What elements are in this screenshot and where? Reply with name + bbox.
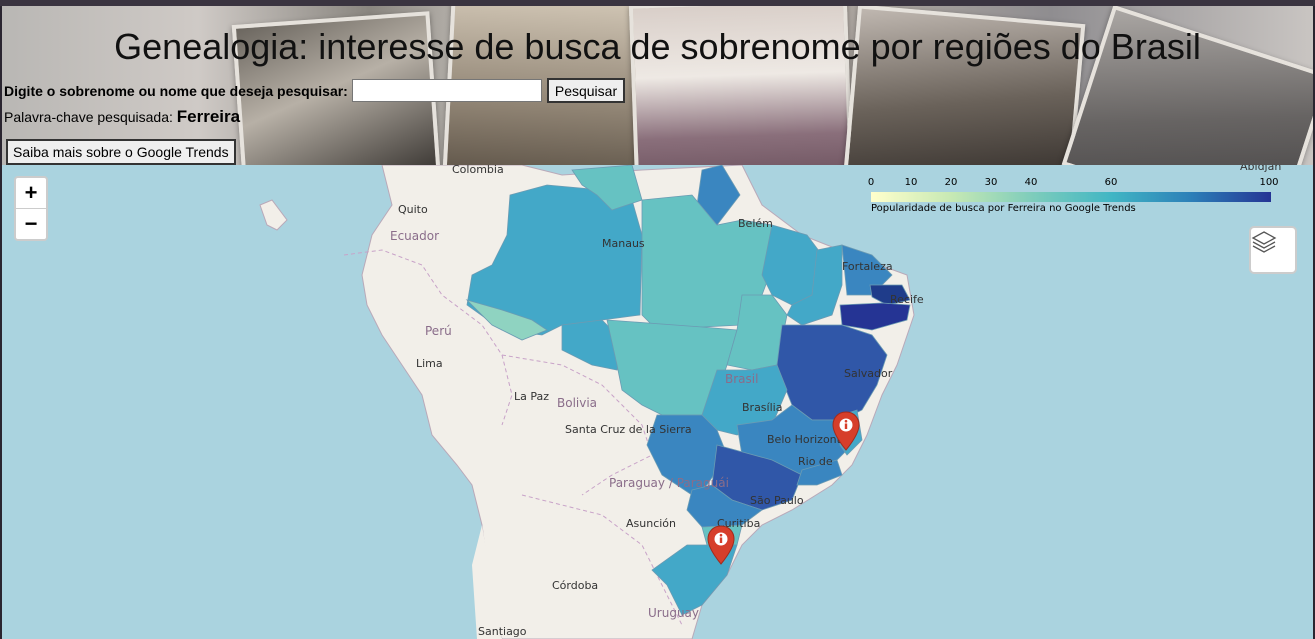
- header-banner: Genealogia: interesse de busca de sobren…: [2, 6, 1313, 165]
- state-rio-grande-do-norte: [869, 284, 911, 306]
- marker-info-glyph-dot: [844, 419, 848, 423]
- map-label-asuncion: Asunción: [626, 517, 676, 530]
- map-label-cordoba: Córdoba: [552, 579, 598, 592]
- state-mato-grosso-do-sul: [646, 414, 728, 496]
- legend-tick-60: 60: [1104, 177, 1118, 188]
- map-label-curitiba: Curitiba: [717, 517, 760, 530]
- map-label-la-paz: La Paz: [514, 390, 549, 403]
- legend-color-scale: [871, 192, 1271, 202]
- map-label-manaus: Manaus: [602, 237, 645, 250]
- state-amapa: [696, 165, 741, 226]
- map-label-lima: Lima: [416, 357, 443, 370]
- map-label-santa-cruz: Santa Cruz de la Sierra: [565, 423, 692, 436]
- map-label-quito: Quito: [398, 203, 428, 216]
- map-label-abidjan: Abidjan: [1240, 165, 1281, 173]
- legend-tick-20: 20: [944, 177, 958, 188]
- map-label-brasil: Brasil: [725, 372, 758, 386]
- argentina-border: [521, 494, 683, 626]
- state-rondonia: [561, 319, 623, 371]
- window-top-bar: [0, 0, 1315, 6]
- map-label-salvador: Salvador: [844, 367, 893, 380]
- map-label-belo-horizonte: Belo Horizonte: [767, 433, 848, 446]
- marker-info-glyph-stem: [719, 537, 723, 543]
- map-label-peru: Perú: [425, 324, 452, 338]
- layers-control-button[interactable]: [1249, 226, 1297, 274]
- state-rio-de-janeiro: [796, 459, 843, 486]
- chile-coast-land: [472, 525, 502, 639]
- zoom-in-button[interactable]: +: [16, 178, 46, 209]
- map-label-fortaleza: Fortaleza: [842, 260, 893, 273]
- map-label-paraguay: Paraguay / Paraguái: [609, 476, 729, 490]
- zoom-out-button[interactable]: −: [24, 211, 38, 236]
- legend-tick-40: 40: [1024, 177, 1038, 188]
- search-label: Digite o sobrenome ou nome que deseja pe…: [4, 82, 348, 99]
- map-marker-rio[interactable]: [832, 411, 860, 451]
- searched-keyword: Palavra-chave pesquisada: Ferreira: [4, 107, 240, 127]
- layers-icon: [1251, 231, 1277, 253]
- map-canvas: Colombia Quito Ecuador Manaus Belém Fort…: [259, 165, 1281, 639]
- map-label-sao-paulo: São Paulo: [750, 494, 804, 507]
- map-marker-south[interactable]: [707, 525, 735, 565]
- state-parana: [686, 484, 763, 528]
- map-label-bolivia: Bolivia: [557, 396, 597, 410]
- state-acre: [465, 299, 548, 341]
- map-label-recife: Recife: [890, 293, 924, 306]
- keyword-value: Ferreira: [176, 107, 241, 126]
- legend-tick-100: 100: [1259, 177, 1279, 188]
- legend-tick-10: 10: [904, 177, 918, 188]
- map-label-belem: Belém: [738, 217, 773, 230]
- zoom-control: + −: [14, 176, 48, 241]
- marker-info-glyph-stem: [844, 423, 848, 429]
- map-label-brasilia: Brasília: [742, 401, 782, 414]
- legend-tick-30: 30: [984, 177, 998, 188]
- state-roraima: [571, 165, 643, 211]
- keyword-label: Palavra-chave pesquisada:: [4, 109, 173, 125]
- legend-caption: Popularidade de busca por Ferreira no Go…: [871, 203, 1136, 214]
- map-label-santiago: Santiago: [478, 625, 527, 638]
- search-button[interactable]: Pesquisar: [546, 78, 626, 103]
- easter-islands-land: [259, 199, 288, 231]
- map-label-colombia: Colombia: [452, 165, 504, 176]
- peru-border: [343, 249, 513, 426]
- map-label-uruguay: Uruguay: [648, 606, 699, 620]
- marker-info-glyph-dot: [719, 533, 723, 537]
- page-title: Genealogia: interesse de busca de sobren…: [114, 26, 1201, 67]
- surname-search-input[interactable]: [351, 79, 542, 102]
- bolivia-border: [501, 354, 653, 496]
- map-label-rio: Rio de: [798, 455, 833, 468]
- color-legend: 0 10 20 30 40 60 100 Popularidade de bus…: [867, 177, 1279, 217]
- search-form: Digite o sobrenome ou nome que deseja pe…: [4, 78, 626, 103]
- google-trends-info-button[interactable]: Saiba mais sobre o Google Trends: [6, 139, 236, 165]
- brazil-choropleth-map[interactable]: Colombia Quito Ecuador Manaus Belém Fort…: [2, 165, 1313, 639]
- state-rio-grande-do-sul: [651, 544, 738, 616]
- map-label-ecuador: Ecuador: [390, 229, 439, 243]
- legend-tick-0: 0: [867, 177, 875, 188]
